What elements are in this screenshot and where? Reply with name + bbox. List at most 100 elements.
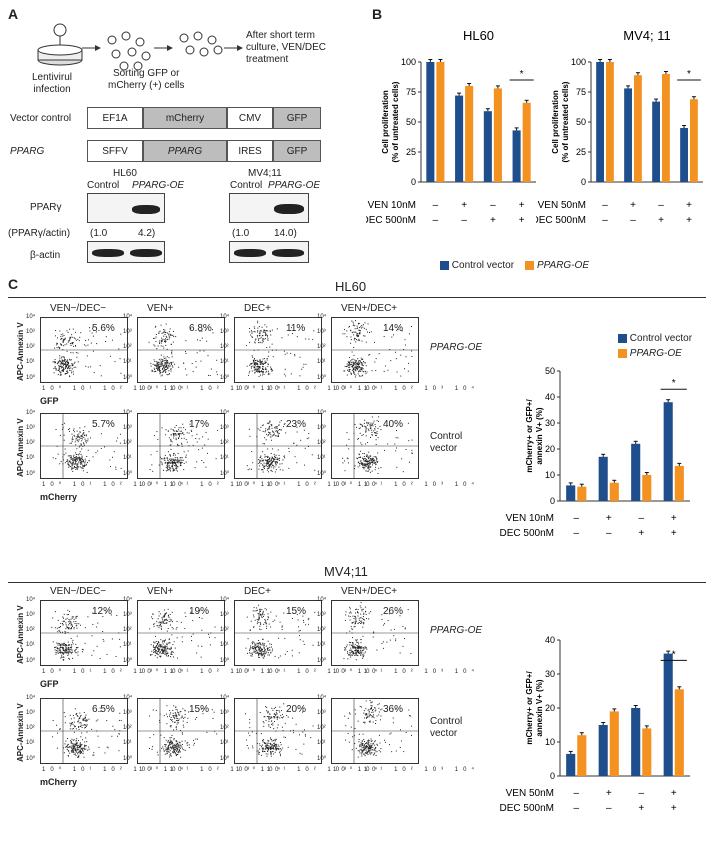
- y-tick-label: 10¹: [123, 642, 132, 648]
- y-tick-label: 10²: [220, 627, 229, 633]
- y-tick-label: 10: [545, 737, 555, 747]
- y-tick-label: 10⁴: [317, 314, 327, 320]
- y-tick-label: 10²: [317, 725, 326, 731]
- y-tick-label: 10⁰: [26, 471, 36, 477]
- x-tick-labels: 10⁰ 10¹ 10² 10³ 10⁴: [333, 482, 480, 488]
- y-axis-label: APC-Annexin V: [16, 703, 25, 762]
- y-tick-label: 10¹: [26, 740, 35, 746]
- construct2-gfp: GFP: [273, 140, 321, 162]
- scatter-dots: [41, 327, 127, 378]
- cell-sorting-diagram: [82, 31, 243, 71]
- hl60-blot-title: HL60: [113, 168, 137, 179]
- y-tick-label: 10²: [123, 440, 132, 446]
- y-tick-label: 10⁰: [123, 756, 133, 762]
- panel-c-letter: C: [8, 276, 19, 292]
- x-axis-label: GFP: [40, 396, 59, 406]
- flow-percent-mv4-oe-1: 12%: [92, 606, 113, 617]
- bar-control: [566, 753, 576, 776]
- sign-row1: –: [602, 200, 608, 211]
- y-tick-label: 10¹: [123, 359, 132, 365]
- mv4-control-label: Control: [230, 180, 263, 191]
- bar-oe: [662, 74, 670, 182]
- flow-plot-hl60-oe-4: [331, 317, 419, 383]
- sign-row1: +: [606, 513, 612, 524]
- scatter-dots: [138, 608, 224, 659]
- x-tick-labels: 10⁰ 10¹ 10² 10³ 10⁴: [42, 482, 189, 488]
- divider: [8, 582, 706, 583]
- y-tick-label: 10³: [26, 612, 35, 618]
- bar-control: [652, 101, 660, 182]
- y-axis-label: Cell proliferation(% of untreated cells): [551, 81, 570, 162]
- legend-oe-label: PPARG-OE: [629, 348, 682, 359]
- flow-percent-hl60-oe-2: 6.8%: [189, 323, 212, 334]
- sign-row1: +: [606, 788, 612, 799]
- y-tick-label: 40: [545, 635, 555, 645]
- flow-plot-hl60-oe-3: [234, 317, 322, 383]
- condition-header-3: DEC+: [244, 303, 271, 314]
- treatment-row2-label: DEC 500nM: [536, 215, 586, 226]
- ppar-label: PPARγ: [30, 202, 62, 213]
- y-tick-label: 10⁴: [317, 597, 327, 603]
- construct1-gfp: GFP: [273, 107, 321, 129]
- bar-oe: [674, 465, 684, 501]
- y-tick-label: 10²: [26, 440, 35, 446]
- y-tick-label: 10¹: [26, 455, 35, 461]
- chart-mv4-apoptosis: 0 10 20 30 40 mCherry+ or GFP+/annexin V+ (%)…: [500, 635, 690, 814]
- scatter-dots: [332, 602, 418, 661]
- y-axis-label: mCherry+ or GFP+/annexin V+ (%): [525, 671, 544, 745]
- construct2-pparg: PPARG: [143, 140, 227, 162]
- x-tick-labels: 10⁰ 10¹ 10² 10³ 10⁴: [333, 767, 480, 773]
- x-tick-labels: 10⁰ 10¹ 10² 10³ 10⁴: [42, 386, 189, 392]
- y-tick-label: 50: [406, 117, 416, 127]
- sign-row2: –: [602, 215, 608, 226]
- dish-icon: [37, 23, 83, 66]
- treatment-row1-label: VEN 50nM: [506, 788, 554, 799]
- bar-control: [426, 62, 435, 182]
- mv4-section-title: MV4;11: [324, 564, 368, 579]
- flow-plot-mv4-oe-4: [331, 600, 419, 666]
- y-tick-label: 10²: [220, 725, 229, 731]
- mv4-ratio-control: (1.0: [232, 228, 250, 239]
- y-tick-label: 10⁰: [26, 756, 36, 762]
- bar-control: [598, 456, 608, 501]
- y-tick-label: 10⁰: [220, 471, 230, 477]
- sign-row1: –: [433, 200, 439, 211]
- bar-control: [596, 62, 604, 182]
- flow-percent-mv4-ctrl-2: 15%: [189, 704, 210, 715]
- construct2-sffv: SFFV: [87, 140, 143, 162]
- y-tick-label: 10¹: [317, 740, 326, 746]
- y-axis-label-line: annexin V+ (%): [535, 679, 544, 736]
- flow-percent-mv4-oe-4: 26%: [383, 606, 404, 617]
- chart-hl60-apoptosis: 0 10 20 30 40 50 mCherry+ or GFP+/annexin V+ (…: [500, 366, 690, 539]
- y-axis-label-line: (% of untreated cells): [391, 81, 400, 162]
- y-tick-label: 0: [550, 496, 555, 506]
- sign-row2: –: [573, 803, 579, 814]
- hl60-oe-label: PPARG-OE: [132, 180, 185, 191]
- y-tick-label: 25: [406, 147, 416, 157]
- y-tick-label: 10⁰: [220, 375, 230, 381]
- y-tick-label: 10¹: [123, 455, 132, 461]
- y-tick-label: 0: [581, 177, 586, 187]
- panel-a-letter: A: [8, 6, 19, 22]
- y-tick-label: 10⁰: [317, 375, 327, 381]
- sign-row1: –: [490, 200, 496, 211]
- legend-oe-swatch: [525, 260, 535, 270]
- scatter-dots: [235, 699, 321, 763]
- treatment-row2-label: DEC 500nM: [500, 803, 554, 814]
- y-tick-label: 10²: [26, 627, 35, 633]
- treatment-label: After short term culture, VEN/DEC treatm…: [246, 30, 327, 65]
- flow-percent-hl60-oe-3: 11%: [286, 323, 306, 334]
- y-tick-label: 10¹: [26, 359, 35, 365]
- sign-row2: –: [630, 215, 636, 226]
- flow-plot-mv4-ctrl-2: [137, 698, 225, 764]
- y-tick-label: 100: [401, 57, 416, 67]
- bar-control: [598, 725, 608, 776]
- y-tick-label: 10⁴: [220, 314, 230, 320]
- x-tick-labels: 10⁰ 10¹ 10² 10³ 10⁴: [42, 669, 189, 675]
- scatter-dots: [41, 609, 127, 661]
- hl60-ratio-control: (1.0: [90, 228, 108, 239]
- scatter-dots: [235, 320, 321, 377]
- x-tick-labels: 10⁰ 10¹ 10² 10³ 10⁴: [333, 669, 480, 675]
- sign-row1: –: [573, 788, 579, 799]
- x-tick-labels: 10⁰ 10¹ 10² 10³ 10⁴: [236, 482, 383, 488]
